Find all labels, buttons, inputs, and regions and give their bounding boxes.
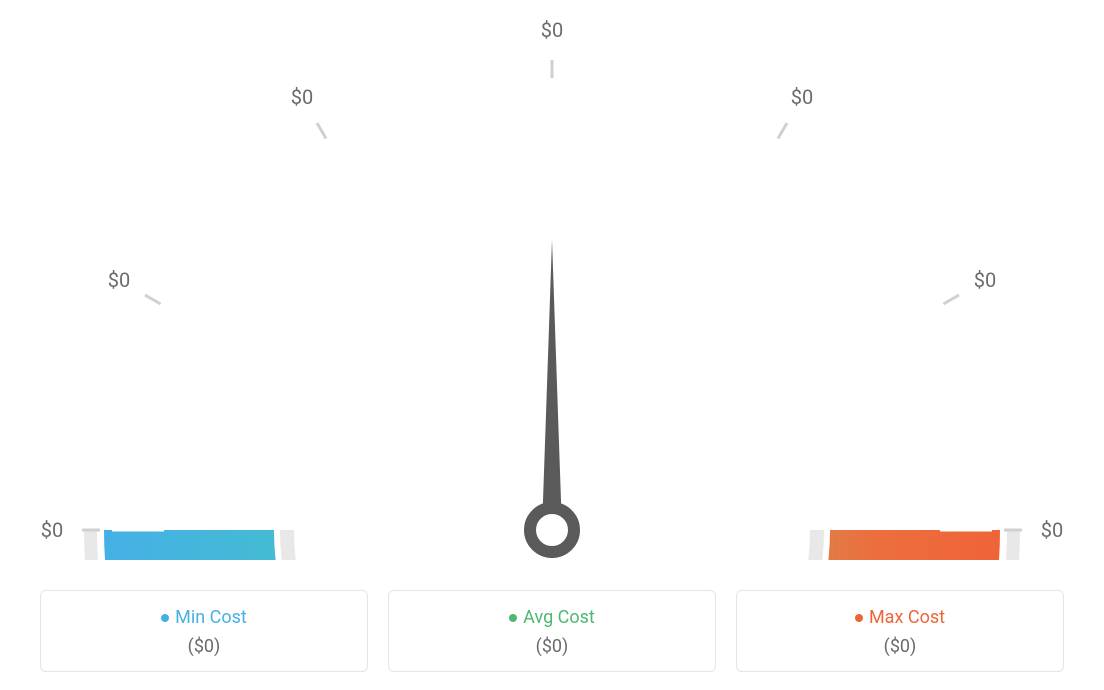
gauge-tick-label: $0 xyxy=(291,85,313,109)
gauge-tick-label: $0 xyxy=(108,268,130,292)
legend-label-max: Max Cost xyxy=(869,607,945,628)
legend-value-min: ($0) xyxy=(41,636,367,657)
legend-dot-max xyxy=(855,614,863,622)
legend-title-min: Min Cost xyxy=(41,607,367,628)
legend-title-avg: Avg Cost xyxy=(389,607,715,628)
legend-card-max: Max Cost ($0) xyxy=(736,590,1064,672)
gauge-tick-label: $0 xyxy=(1041,518,1063,542)
legend-dot-min xyxy=(161,614,169,622)
gauge-tick-label: $0 xyxy=(974,268,996,292)
legend-value-max: ($0) xyxy=(737,636,1063,657)
gauge-wrapper: $0 $0 $0 $0 $0 $0 $0 xyxy=(0,0,1104,560)
legend-row: Min Cost ($0) Avg Cost ($0) Max Cost ($0… xyxy=(40,590,1064,672)
legend-card-min: Min Cost ($0) xyxy=(40,590,368,672)
legend-value-avg: ($0) xyxy=(389,636,715,657)
legend-label-avg: Avg Cost xyxy=(523,607,595,628)
gauge-svg xyxy=(0,0,1104,560)
legend-dot-avg xyxy=(509,614,517,622)
legend-label-min: Min Cost xyxy=(175,607,247,628)
gauge-tick-label: $0 xyxy=(791,85,813,109)
legend-card-avg: Avg Cost ($0) xyxy=(388,590,716,672)
gauge-tick-label: $0 xyxy=(541,18,563,42)
legend-title-max: Max Cost xyxy=(737,607,1063,628)
gauge-tick-label: $0 xyxy=(41,518,63,542)
